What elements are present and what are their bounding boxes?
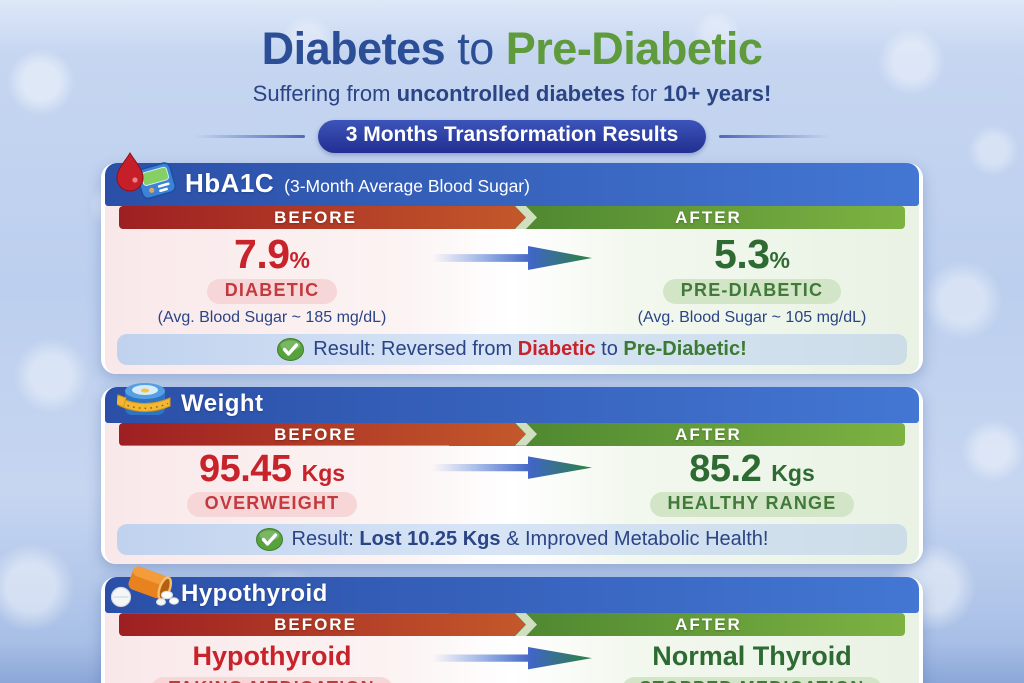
weighing-scale-icon [115, 377, 173, 428]
chevron-divider-icon [515, 206, 537, 229]
check-icon [277, 337, 305, 361]
before-tag: TAKING MEDICATION [151, 676, 393, 683]
after-label: AFTER [675, 615, 742, 635]
badge-line-left [194, 135, 305, 138]
result-segment: Result: [291, 528, 360, 551]
card-weight-body: BEFORE AFTER 95.45 Kgs OVERWEIGHT 85.2 K… [105, 422, 919, 565]
result-segment-diabetic: Diabetic [517, 337, 596, 360]
card-weight: Weight BEFORE AFTER 95.45 Kgs OVERWEIGHT [101, 382, 923, 565]
before-after-bar: BEFORE AFTER [119, 422, 905, 446]
transition-arrow-icon [432, 456, 592, 479]
after-column: 5.3% PRE-DIABETIC (Avg. Blood Sugar ~ 10… [597, 233, 907, 327]
before-after-bar: BEFORE AFTER [119, 613, 905, 637]
after-unit: % [769, 247, 790, 273]
after-value: 85.2 Kgs [597, 447, 907, 490]
result-text: Result: Reversed from Diabetic to Pre-Di… [313, 338, 747, 361]
after-tag: PRE-DIABETIC [662, 278, 842, 304]
card-weight-header: Weight [105, 382, 919, 423]
before-column: Hypothyroid TAKING MEDICATION [117, 640, 427, 683]
values-row: 95.45 Kgs OVERWEIGHT 85.2 Kgs HEALTHY RA… [117, 446, 907, 518]
before-bar-segment [119, 613, 526, 636]
card-hba1c-header: HbA1C (3-Month Average Blood Sugar) [105, 152, 919, 206]
after-tag: HEALTHY RANGE [649, 492, 855, 518]
before-label: BEFORE [274, 615, 357, 635]
after-unit: Kgs [771, 459, 815, 486]
result-bar: Result: Lost 10.25 Kgs & Improved Metabo… [117, 524, 907, 556]
chevron-divider-icon [515, 613, 537, 637]
result-bar: Result: Reversed from Diabetic to Pre-Di… [117, 333, 907, 365]
card-hypothyroid-header: Hypothyroid [105, 566, 919, 614]
card-hba1c-body: BEFORE AFTER 7.9% DIABETIC (Avg. Blood S… [105, 206, 919, 374]
subtitle: Suffering from uncontrolled diabetes for… [0, 81, 1024, 107]
before-column: 95.45 Kgs OVERWEIGHT [117, 447, 427, 518]
after-tag: STOPPED MEDICATION [621, 676, 883, 683]
card-hba1c: HbA1C (3-Month Average Blood Sugar) BEFO… [101, 152, 923, 374]
values-row: 7.9% DIABETIC (Avg. Blood Sugar ~ 185 mg… [117, 229, 907, 327]
before-value: 7.9% [117, 233, 427, 276]
before-unit: % [289, 247, 310, 273]
after-value: Normal Thyroid [652, 641, 852, 672]
before-unit: Kgs [301, 459, 346, 486]
chevron-divider-icon [515, 422, 537, 446]
transition-arrow-icon [432, 646, 592, 670]
result-segment: & Improved Metabolic Health! [500, 528, 769, 551]
page-title: Diabetes to Pre-Diabetic [0, 24, 1024, 74]
result-text: Result: Lost 10.25 Kgs & Improved Metabo… [292, 528, 769, 551]
subtitle-bold-uncontrolled: uncontrolled diabetes [396, 81, 626, 106]
before-column: 7.9% DIABETIC (Avg. Blood Sugar ~ 185 mg… [117, 233, 427, 327]
card-hba1c-title-note: (3-Month Average Blood Sugar) [284, 176, 530, 196]
before-label: BEFORE [274, 208, 357, 227]
result-segment-prediabetic: Pre-Diabetic! [623, 337, 747, 360]
before-note: (Avg. Blood Sugar ~ 185 mg/dL) [157, 308, 387, 326]
after-bar-segment [449, 613, 905, 637]
blood-drop-glucometer-icon [113, 150, 179, 213]
infographic: Diabetes to Pre-Diabetic Suffering from … [0, 24, 1024, 683]
after-bar-segment [449, 206, 905, 229]
after-label: AFTER [675, 208, 742, 227]
after-column: Normal Thyroid STOPPED MEDICATION [597, 640, 907, 683]
before-after-bar: BEFORE AFTER [119, 206, 905, 229]
badge-row: 3 Months Transformation Results [0, 120, 1024, 153]
before-value: 95.45 Kgs [117, 447, 427, 490]
badge-line-right [719, 135, 830, 138]
title-part-diabetes: Diabetes [261, 23, 446, 74]
title-part-to: to [445, 23, 506, 74]
after-number: 5.3 [714, 231, 770, 277]
check-icon [255, 528, 283, 552]
after-note: (Avg. Blood Sugar ~ 105 mg/dL) [637, 308, 867, 326]
card-hypothyroid-body: BEFORE AFTER Hypothyroid TAKING MEDICATI… [105, 613, 919, 683]
card-hba1c-title: HbA1C [185, 168, 275, 198]
before-bar-segment [119, 206, 526, 229]
after-value: 5.3% [597, 233, 907, 276]
result-segment-lost: Lost 10.25 Kgs [359, 528, 501, 551]
card-weight-title: Weight [181, 389, 264, 417]
before-value: Hypothyroid [192, 641, 352, 672]
before-number: 7.9 [234, 231, 290, 277]
before-bar-segment [119, 423, 526, 446]
subtitle-text: Suffering from [252, 81, 397, 106]
after-bar-segment [449, 422, 905, 446]
result-segment: Result: Reversed from [313, 337, 518, 360]
subtitle-bold-years: 10+ years! [663, 81, 772, 106]
after-label: AFTER [675, 424, 742, 444]
transition-arrow-icon [432, 246, 592, 270]
result-segment: to [595, 337, 624, 360]
after-column: 85.2 Kgs HEALTHY RANGE [597, 447, 907, 518]
before-tag: DIABETIC [206, 278, 338, 304]
values-row: Hypothyroid TAKING MEDICATION Normal Thy… [117, 636, 907, 683]
before-number: 95.45 [198, 447, 292, 490]
subtitle-text: for [625, 81, 664, 106]
card-hypothyroid: Hypothyroid BEFORE AFTER Hypothyroid TAK… [101, 566, 923, 683]
after-number: 85.2 [689, 447, 762, 490]
before-tag: OVERWEIGHT [186, 492, 358, 518]
title-part-prediabetic: Pre-Diabetic [505, 23, 763, 74]
transformation-badge: 3 Months Transformation Results [317, 120, 707, 153]
pill-bottle-icon [109, 563, 181, 618]
before-label: BEFORE [274, 424, 357, 444]
card-hypothyroid-title: Hypothyroid [181, 580, 328, 608]
